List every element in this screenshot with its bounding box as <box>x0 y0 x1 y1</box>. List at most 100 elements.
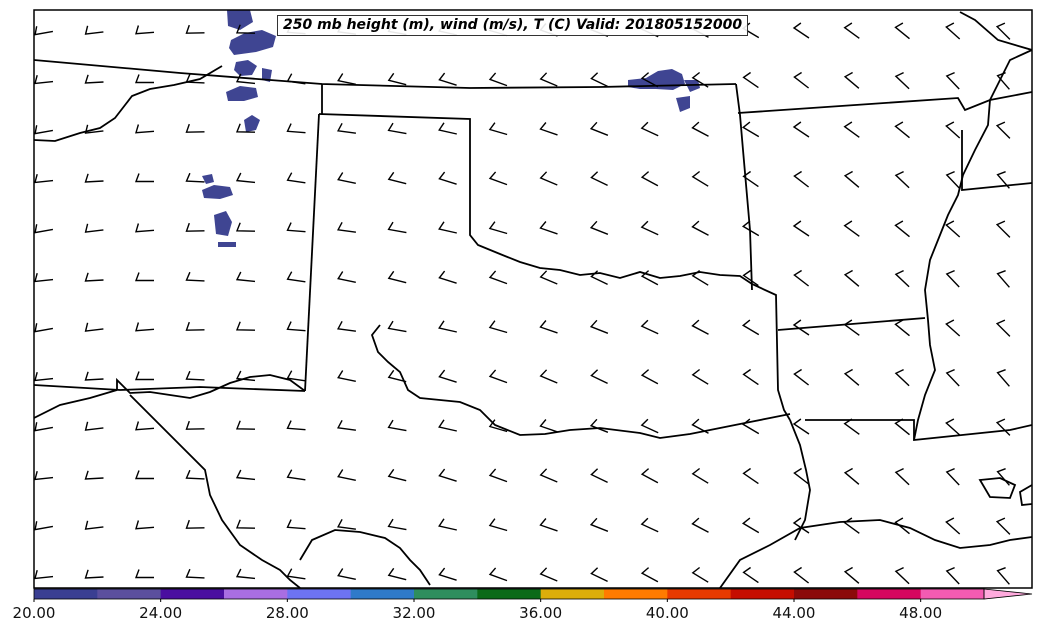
wind-barb <box>894 121 910 139</box>
wind-barb <box>185 222 205 232</box>
wind-barb <box>438 369 457 383</box>
wind-barb <box>337 73 356 85</box>
wind-barb <box>843 269 860 287</box>
wind-barb <box>945 467 960 486</box>
wind-barb <box>235 420 256 430</box>
colorbar-outline <box>33 588 985 600</box>
wind-barb <box>793 269 810 287</box>
wind-barb <box>235 24 256 34</box>
wind-barb <box>894 269 910 288</box>
wind-barb <box>741 517 760 534</box>
colorbar-bin <box>604 589 668 599</box>
wind-barb <box>34 323 54 333</box>
wind-barb <box>742 368 759 386</box>
wind-barb <box>387 419 407 432</box>
wind-barb <box>539 369 558 384</box>
temperature-colorbar <box>33 588 1033 602</box>
wind-barb <box>894 368 910 387</box>
wind-barb <box>84 74 104 84</box>
wind-barb <box>84 124 104 134</box>
wind-barb <box>84 223 104 233</box>
wind-barb <box>589 319 609 334</box>
wind-barb <box>34 125 54 135</box>
wind-barb <box>742 71 759 89</box>
wind-barb <box>387 270 407 284</box>
wind-barb <box>34 471 54 481</box>
wind-barb <box>894 418 910 436</box>
wind-barb <box>235 222 256 232</box>
wind-barb <box>539 270 558 285</box>
wind-barb <box>286 519 306 530</box>
wind-barb <box>135 421 155 431</box>
wind-barb <box>792 319 810 336</box>
wind-barb <box>539 518 558 532</box>
wind-barb <box>185 321 205 331</box>
wind-barb <box>337 320 356 332</box>
wind-barb <box>235 370 256 382</box>
wind-barb <box>996 270 1010 288</box>
wind-barb <box>539 72 558 87</box>
wind-barb <box>995 22 1011 40</box>
wind-barb <box>235 123 256 133</box>
wind-barb <box>488 320 508 334</box>
colorbar-bin <box>34 589 98 599</box>
wind-barb <box>134 371 154 381</box>
wind-barb <box>792 220 810 237</box>
wind-barb <box>387 468 407 482</box>
wind-barb <box>793 467 810 485</box>
wind-barb <box>691 71 709 88</box>
wind-barb <box>996 468 1010 486</box>
wind-barb <box>640 567 659 583</box>
colorbar-bin <box>224 589 288 599</box>
colorbar-bin <box>477 589 542 599</box>
wind-barb <box>640 72 659 88</box>
wind-barb <box>792 22 810 39</box>
wind-barb <box>387 369 407 383</box>
wind-barb <box>996 72 1010 90</box>
wind-barb <box>793 170 810 188</box>
wind-barb <box>640 468 659 484</box>
wind-barb <box>945 22 961 40</box>
wind-barb <box>691 467 709 484</box>
wind-barb <box>843 220 860 237</box>
wind-barb <box>691 269 709 286</box>
wind-barb <box>84 569 104 579</box>
wind-barb <box>996 171 1010 189</box>
wind-barb <box>843 121 860 138</box>
wind-barb <box>589 418 609 433</box>
wind-barb <box>134 272 154 282</box>
colorbar-bin <box>540 589 605 599</box>
wind-barb <box>235 519 256 529</box>
wind-barb <box>337 221 356 233</box>
wind-barb <box>793 71 810 89</box>
wind-barb <box>185 568 205 579</box>
wind-barb <box>34 75 54 85</box>
wind-barb <box>286 469 306 481</box>
wind-barb <box>996 369 1010 387</box>
wind-barb <box>590 72 608 88</box>
wind-barb <box>286 123 306 134</box>
wind-barb <box>488 72 508 87</box>
wind-barb <box>387 221 407 234</box>
colorbar-tick-label: 48.00 <box>899 604 943 622</box>
wind-barb <box>742 467 759 485</box>
wind-barb <box>945 170 960 189</box>
wind-barb <box>34 570 54 580</box>
wind-barb <box>387 171 407 185</box>
colorbar-bin <box>97 589 162 599</box>
wind-barb <box>741 319 760 336</box>
map-title: 250 mb height (m), wind (m/s), T (C) Val… <box>277 15 749 36</box>
wind-barb <box>185 73 205 84</box>
wind-barb <box>135 520 155 530</box>
colorbar-tick-label: 28.00 <box>265 604 309 622</box>
colorbar-bin <box>287 589 352 599</box>
wind-barb <box>387 567 407 581</box>
wind-barb <box>589 517 609 532</box>
wind-barb <box>134 173 154 183</box>
wind-barb <box>84 371 104 381</box>
state-boundaries <box>34 11 1032 588</box>
wind-barb <box>387 518 407 531</box>
wind-barb <box>995 121 1011 139</box>
wind-barb <box>235 321 256 331</box>
